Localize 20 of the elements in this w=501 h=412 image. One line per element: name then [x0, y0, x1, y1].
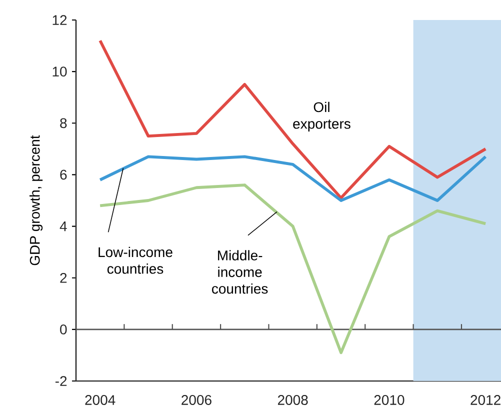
y-tick-label: 2 [60, 272, 67, 283]
y-tick-label: 0 [60, 324, 67, 334]
text: Middle-income countries [212, 250, 268, 294]
y-tick-label: 12 [52, 15, 67, 25]
x-tick-label: 2004 [85, 395, 116, 405]
y-tick-label: 10 [52, 66, 67, 77]
x-tick-label: 2006 [182, 395, 212, 405]
x-tick-label: 2008 [278, 395, 308, 405]
text: Low-income countries [98, 246, 172, 274]
series-label: Oil exporters [293, 102, 350, 132]
line-series [98, 39, 488, 200]
y-tick-label: 6 [60, 170, 67, 180]
y-tick-label: 8 [60, 118, 67, 128]
line-series [98, 155, 488, 202]
x-tick-label: 2010 [374, 395, 404, 405]
x-tick-label: 2012 [470, 395, 500, 405]
y-tick-label: -2 [55, 376, 67, 386]
y-tick-label: 4 [60, 221, 67, 232]
y-axis-title: GDP growth, percent [30, 135, 43, 266]
line-series [98, 184, 488, 354]
